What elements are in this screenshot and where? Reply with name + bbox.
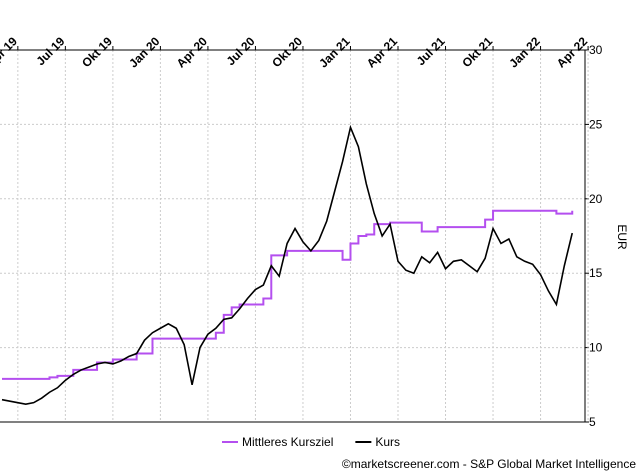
y-tick-label: 15	[589, 266, 603, 280]
line-series	[2, 209, 574, 380]
y-tick-label: 10	[589, 341, 603, 355]
source: ©marketscreener.com - S&P Global Market …	[342, 457, 636, 471]
x-tick-label: Apr 19	[0, 34, 20, 71]
line-series	[1, 124, 574, 405]
y-axis-label: EUR	[615, 224, 629, 250]
x-tick-label: Jul 19	[34, 34, 68, 68]
x-tick-label: Jan 20	[126, 34, 163, 71]
x-tick-label: Jan 21	[316, 34, 353, 71]
x-tick-label: Jul 21	[414, 34, 448, 68]
legend-label: Mittleres Kursziel	[242, 435, 333, 449]
y-tick-label: 25	[589, 117, 603, 131]
legend-label: Kurs	[375, 435, 400, 449]
x-tick-label: Jan 22	[506, 34, 543, 71]
x-tick-label: Okt 19	[79, 34, 115, 70]
y-tick-label: 20	[589, 192, 603, 206]
x-tick-label: Jul 20	[224, 34, 258, 68]
x-tick-label: Apr 21	[364, 34, 401, 71]
y-tick-label: 5	[589, 415, 596, 429]
x-tick-label: Apr 20	[174, 34, 211, 71]
x-tick-label: Okt 21	[459, 34, 495, 70]
x-tick-label: Okt 20	[269, 34, 305, 70]
y-tick-label: 30	[589, 43, 603, 57]
